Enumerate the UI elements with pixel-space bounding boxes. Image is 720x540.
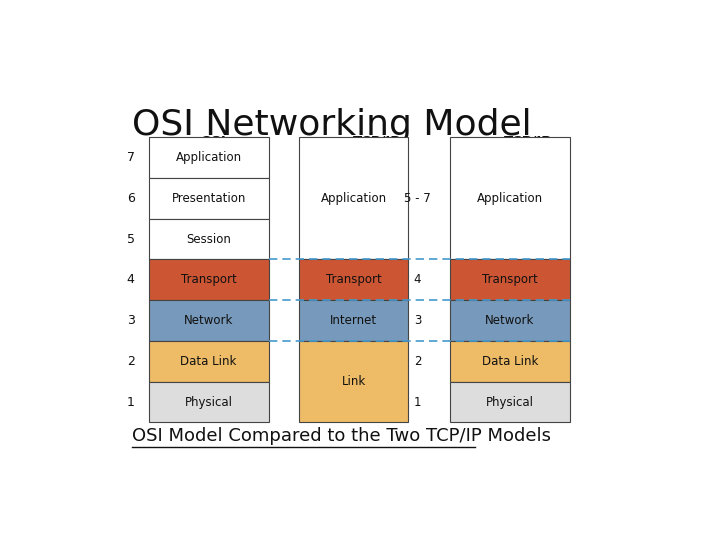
Bar <box>450 259 570 300</box>
Text: 3: 3 <box>414 314 421 327</box>
Text: Link: Link <box>341 375 366 388</box>
Text: 5: 5 <box>127 233 135 246</box>
Text: 1: 1 <box>414 395 421 409</box>
Bar <box>300 137 408 259</box>
Text: 1: 1 <box>127 395 135 409</box>
Text: 2: 2 <box>414 355 421 368</box>
Bar <box>300 300 408 341</box>
Text: Internet: Internet <box>330 314 377 327</box>
Text: 4: 4 <box>127 273 135 286</box>
Text: Transport: Transport <box>482 273 538 286</box>
Bar <box>148 341 269 382</box>
Bar <box>300 259 408 300</box>
Text: Session: Session <box>186 233 231 246</box>
Text: OSI Networking Model: OSI Networking Model <box>132 109 531 143</box>
Bar <box>450 300 570 341</box>
Bar <box>450 137 570 259</box>
Text: TCP/IP: TCP/IP <box>354 135 401 148</box>
Bar <box>148 259 269 300</box>
Text: TCP/IP: TCP/IP <box>504 135 552 148</box>
Bar <box>148 137 269 178</box>
Bar <box>148 382 269 422</box>
Text: 3: 3 <box>127 314 135 327</box>
Text: OSI Model Compared to the Two TCP/IP Models: OSI Model Compared to the Two TCP/IP Mod… <box>132 427 551 446</box>
Text: 6: 6 <box>127 192 135 205</box>
Text: Transport: Transport <box>325 273 382 286</box>
Text: OSI: OSI <box>200 135 225 148</box>
Text: Data Link: Data Link <box>181 355 237 368</box>
Text: Network: Network <box>485 314 534 327</box>
Text: Network: Network <box>184 314 233 327</box>
Text: 5 - 7: 5 - 7 <box>404 192 431 205</box>
Text: 4: 4 <box>414 273 421 286</box>
Bar <box>300 341 408 422</box>
Text: Physical: Physical <box>486 395 534 409</box>
Text: Transport: Transport <box>181 273 236 286</box>
Text: Application: Application <box>477 192 543 205</box>
Text: Presentation: Presentation <box>171 192 246 205</box>
Text: Application: Application <box>176 151 242 164</box>
Text: Data Link: Data Link <box>482 355 538 368</box>
Bar <box>148 219 269 259</box>
Text: Physical: Physical <box>184 395 233 409</box>
Text: 7: 7 <box>127 151 135 164</box>
Bar <box>148 300 269 341</box>
Bar <box>450 341 570 382</box>
Bar <box>148 178 269 219</box>
Text: 2: 2 <box>127 355 135 368</box>
Bar <box>450 382 570 422</box>
Text: Application: Application <box>320 192 387 205</box>
